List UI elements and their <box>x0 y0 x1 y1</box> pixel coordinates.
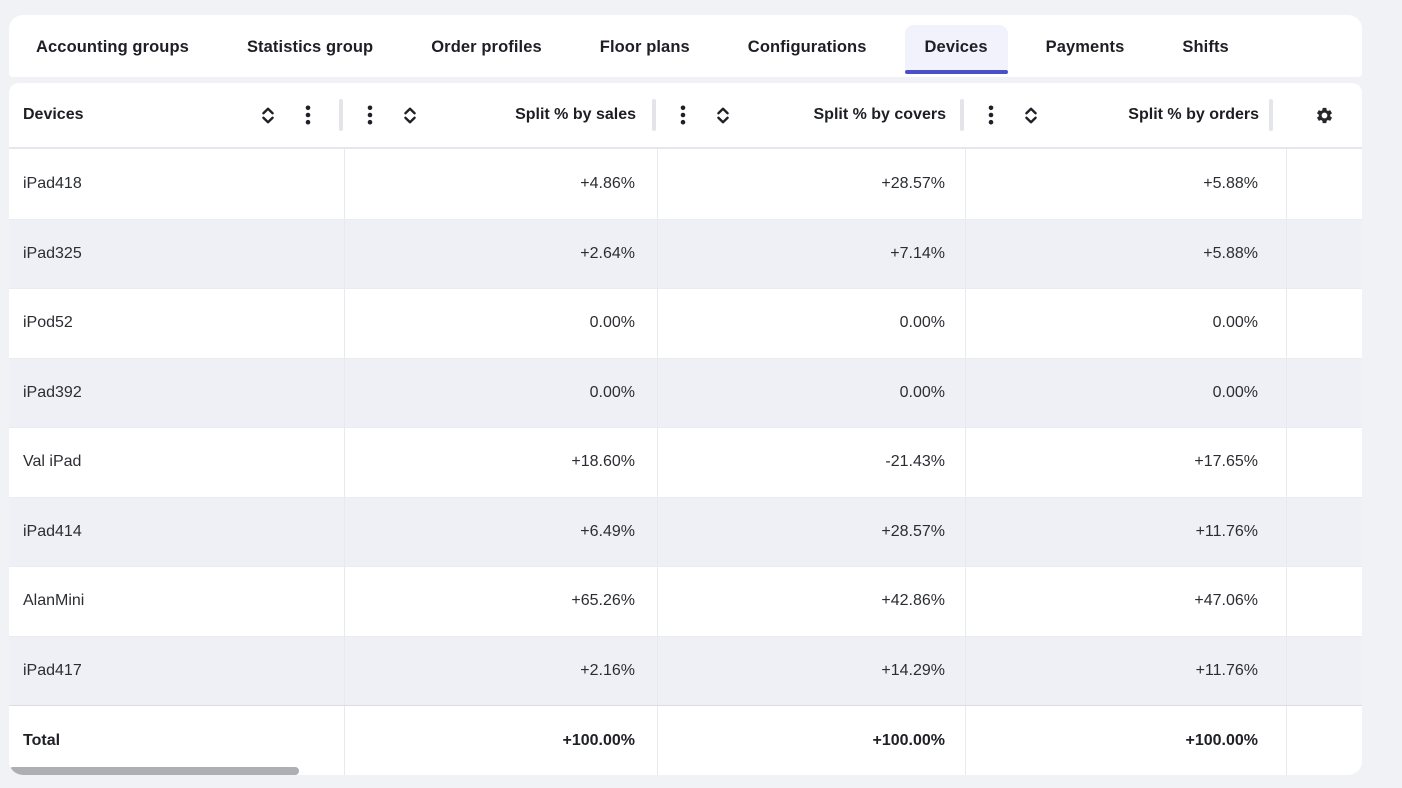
table-row: iPad417 +2.16% +14.29% +11.76% <box>9 635 1362 706</box>
device-name-cell: iPod52 <box>9 289 345 358</box>
tab-devices[interactable]: Devices <box>904 25 1008 74</box>
tab-payments[interactable]: Payments <box>1026 25 1145 70</box>
total-label-cell: Total <box>9 706 345 775</box>
row-settings-cell <box>1287 498 1362 567</box>
split-by-orders-cell: +47.06% <box>966 567 1287 636</box>
row-settings-cell <box>1287 220 1362 289</box>
table-row: iPad414 +6.49% +28.57% +11.76% <box>9 496 1362 567</box>
split-by-sales-cell: +4.86% <box>345 149 658 219</box>
row-settings-cell <box>1287 428 1362 497</box>
tab-configurations[interactable]: Configurations <box>728 25 887 70</box>
device-name-cell: iPad392 <box>9 358 345 427</box>
column-menu-kebab-icon[interactable] <box>305 105 311 125</box>
table-row: iPad418 +4.86% +28.57% +5.88% <box>9 149 1362 219</box>
split-by-sales-cell: +18.60% <box>345 428 658 497</box>
tab-floor-plans[interactable]: Floor plans <box>580 25 710 70</box>
sort-icon[interactable] <box>403 107 417 124</box>
split-by-covers-cell: +7.14% <box>658 219 966 288</box>
column-label-split-by-covers: Split % by covers <box>813 106 947 123</box>
split-by-orders-cell: +17.65% <box>966 428 1287 497</box>
column-label-split-by-sales: Split % by sales <box>515 106 636 123</box>
split-by-sales-cell: +100.00% <box>345 706 658 775</box>
column-label-devices: Devices <box>23 106 84 123</box>
table-row: iPod52 0.00% 0.00% 0.00% <box>9 288 1362 358</box>
column-resize-handle[interactable] <box>652 99 656 131</box>
table-settings-button[interactable] <box>1287 83 1362 147</box>
table-header-row: Devices <box>9 83 1362 149</box>
row-settings-cell <box>1287 359 1362 428</box>
split-by-sales-cell: +65.26% <box>345 567 658 636</box>
tab-shifts[interactable]: Shifts <box>1162 25 1248 70</box>
split-by-orders-cell: 0.00% <box>966 289 1287 358</box>
split-by-covers-cell: +28.57% <box>658 497 966 566</box>
split-by-covers-cell: +42.86% <box>658 567 966 636</box>
column-header-devices[interactable]: Devices <box>9 83 345 147</box>
table-row: AlanMini +65.26% +42.86% +47.06% <box>9 566 1362 636</box>
column-resize-handle[interactable] <box>339 99 343 131</box>
tab-accounting-groups[interactable]: Accounting groups <box>16 25 209 70</box>
column-menu-kebab-icon[interactable] <box>988 105 994 125</box>
sort-icon[interactable] <box>1024 107 1038 124</box>
tab-statistics-group[interactable]: Statistics group <box>227 25 393 70</box>
sort-icon[interactable] <box>716 107 730 124</box>
split-by-sales-cell: 0.00% <box>345 358 658 427</box>
split-by-covers-cell: +14.29% <box>658 636 966 705</box>
split-by-sales-cell: +6.49% <box>345 497 658 566</box>
devices-report-table: Devices <box>9 83 1362 775</box>
gear-icon <box>1315 106 1334 125</box>
device-name-cell: iPad414 <box>9 497 345 566</box>
column-resize-handle[interactable] <box>960 99 964 131</box>
column-menu-kebab-icon[interactable] <box>680 105 686 125</box>
row-settings-cell <box>1287 149 1362 219</box>
table-body: iPad418 +4.86% +28.57% +5.88% iPad325 +2.64% +… <box>9 149 1362 775</box>
tab-bar: Accounting groups Statistics group Order p… <box>9 15 1362 77</box>
device-name-cell: iPad417 <box>9 636 345 705</box>
column-header-split-by-orders[interactable]: Split % by orders <box>966 83 1287 147</box>
device-name-cell: iPad418 <box>9 149 345 219</box>
split-by-covers-cell: 0.00% <box>658 289 966 358</box>
split-by-covers-cell: +28.57% <box>658 149 966 219</box>
split-by-orders-cell: 0.00% <box>966 358 1287 427</box>
sort-icon[interactable] <box>261 107 275 124</box>
horizontal-scrollbar-thumb[interactable] <box>9 767 299 775</box>
split-by-covers-cell: +100.00% <box>658 706 966 775</box>
device-name-cell: AlanMini <box>9 567 345 636</box>
column-resize-handle[interactable] <box>1269 99 1273 131</box>
split-by-sales-cell: +2.64% <box>345 219 658 288</box>
split-by-orders-cell: +5.88% <box>966 149 1287 219</box>
table-row: iPad325 +2.64% +7.14% +5.88% <box>9 218 1362 289</box>
split-by-orders-cell: +100.00% <box>966 706 1287 775</box>
device-name-cell: Val iPad <box>9 428 345 497</box>
total-row: Total +100.00% +100.00% +100.00% <box>9 705 1362 775</box>
split-by-sales-cell: +2.16% <box>345 636 658 705</box>
device-name-cell: iPad325 <box>9 219 345 288</box>
row-settings-cell <box>1287 706 1362 775</box>
column-label-split-by-orders: Split % by orders <box>1128 106 1259 123</box>
tab-order-profiles[interactable]: Order profiles <box>411 25 562 70</box>
split-by-orders-cell: +5.88% <box>966 219 1287 288</box>
row-settings-cell <box>1287 567 1362 636</box>
table-row: iPad392 0.00% 0.00% 0.00% <box>9 357 1362 428</box>
split-by-covers-cell: -21.43% <box>658 428 966 497</box>
table-row: Val iPad +18.60% -21.43% +17.65% <box>9 427 1362 497</box>
column-menu-kebab-icon[interactable] <box>367 105 373 125</box>
column-header-split-by-sales[interactable]: Split % by sales <box>345 83 658 147</box>
column-header-split-by-covers[interactable]: Split % by covers <box>658 83 966 147</box>
split-by-orders-cell: +11.76% <box>966 497 1287 566</box>
row-settings-cell <box>1287 637 1362 706</box>
row-settings-cell <box>1287 289 1362 358</box>
split-by-covers-cell: 0.00% <box>658 358 966 427</box>
split-by-orders-cell: +11.76% <box>966 636 1287 705</box>
split-by-sales-cell: 0.00% <box>345 289 658 358</box>
